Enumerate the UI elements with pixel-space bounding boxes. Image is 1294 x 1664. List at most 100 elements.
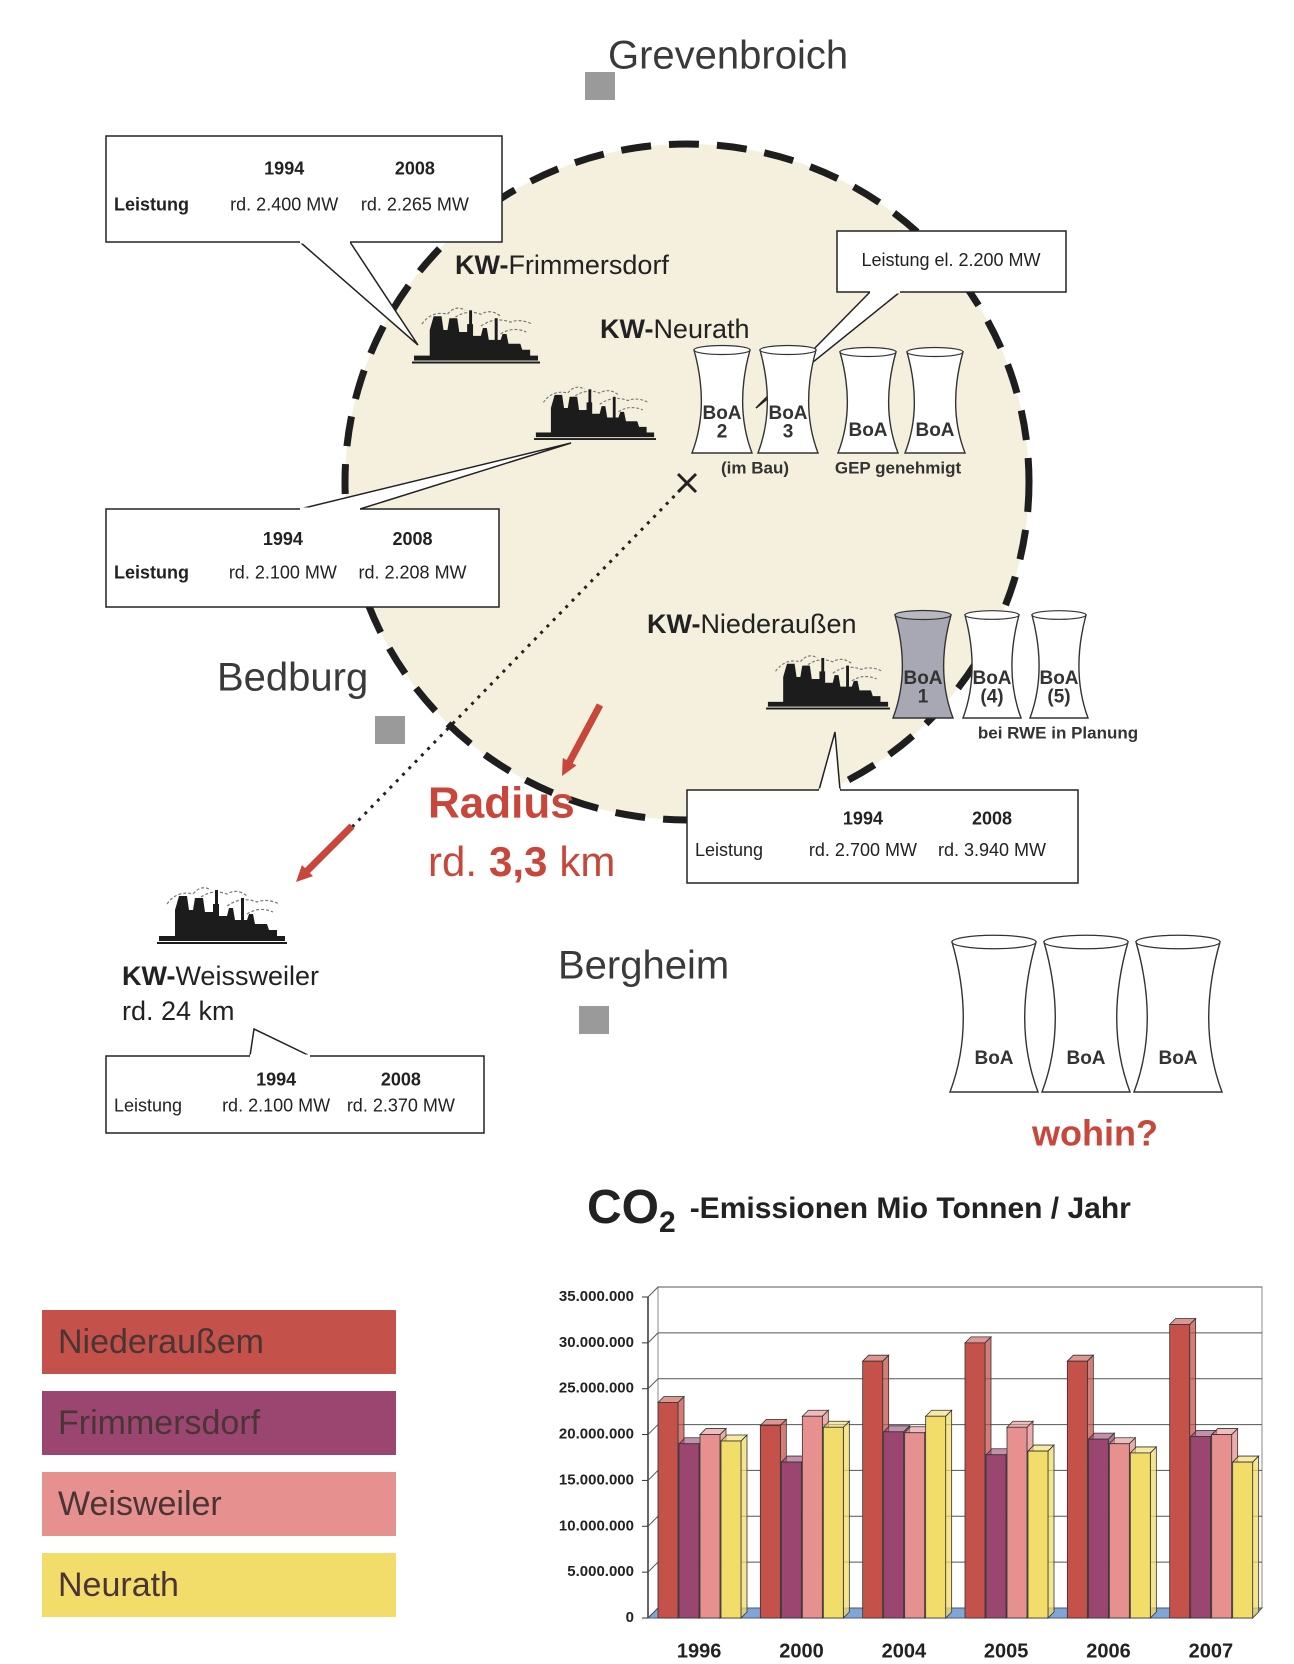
y-tick-label: 30.000.000: [559, 1334, 634, 1351]
plant-name: KW-Weissweiler: [122, 961, 319, 991]
town-name: Bergheim: [558, 944, 729, 988]
capacity-box: [106, 509, 499, 607]
legend-label: Weisweiler: [58, 1485, 222, 1523]
radius-part: 3,3: [489, 838, 547, 885]
box-label: Leistung: [695, 840, 763, 860]
question: wohin?: [1031, 1113, 1158, 1154]
radius-value: rd. 3,3 km: [428, 838, 615, 885]
bar: [679, 1444, 699, 1618]
bar: [1028, 1451, 1048, 1618]
plant-icon: [157, 888, 287, 944]
bar: [1212, 1435, 1232, 1618]
plant-name: KW-Frimmersdorf: [455, 250, 669, 280]
town-marker: [579, 1006, 609, 1034]
tower-note: (im Bau): [721, 458, 789, 477]
y-tick-label: 5.000.000: [567, 1563, 634, 1580]
plant-prefix: KW-: [122, 961, 175, 991]
bar: [721, 1441, 741, 1618]
bar-side: [741, 1435, 747, 1618]
x-tick-label: 2006: [1086, 1640, 1131, 1662]
arrow-shaft: [303, 826, 352, 875]
plant-distance: rd. 24 km: [122, 996, 235, 1026]
town-marker: [375, 716, 405, 744]
y-tick-label: 25.000.000: [559, 1380, 634, 1397]
tower-top: [694, 346, 750, 355]
bar: [700, 1435, 720, 1618]
chart-title-part: -Emissionen Mio Tonnen / Jahr: [690, 1192, 1131, 1225]
tower-number: (4): [980, 686, 1003, 707]
bar: [1088, 1439, 1108, 1618]
plant-prefix: KW-: [647, 609, 700, 639]
tower-label: BoA: [974, 1048, 1013, 1069]
bar: [1233, 1462, 1253, 1618]
box-label: Leistung: [114, 1096, 182, 1116]
legend-label: Neurath: [58, 1566, 179, 1604]
bar: [1170, 1325, 1190, 1618]
bar: [1191, 1436, 1211, 1618]
bar: [863, 1361, 883, 1618]
tower-number: 1: [918, 686, 929, 707]
bar: [884, 1432, 904, 1618]
el-capacity: Leistung el. 2.200 MW: [861, 250, 1040, 270]
bar: [965, 1343, 985, 1618]
tower-note: bei RWE in Planung: [978, 723, 1138, 742]
box-value: rd. 2.208 MW: [359, 562, 467, 582]
tower-label: BoA: [1066, 1048, 1105, 1069]
box-value: rd. 2.265 MW: [361, 195, 469, 215]
x-tick-label: 2004: [882, 1640, 927, 1662]
tower-top: [895, 611, 951, 620]
bar-side: [843, 1421, 849, 1618]
bar: [760, 1425, 780, 1618]
box-year: 1994: [263, 529, 303, 549]
box-value: rd. 2.700 MW: [809, 840, 917, 860]
tower-top: [760, 346, 816, 355]
bar: [823, 1427, 843, 1618]
box-year: 1994: [256, 1069, 296, 1089]
radius-title: Radius: [428, 779, 575, 828]
page: GrevenbroichBedburgBergheimKW-Frimmersdo…: [0, 0, 1294, 1664]
capacity-box: [687, 790, 1078, 883]
tower-note: GEP genehmigt: [835, 458, 962, 477]
chart-title-part: 2: [659, 1206, 676, 1239]
box-value: rd. 2.400 MW: [230, 195, 338, 215]
cooling-tower: [950, 942, 1038, 1092]
plant-label: Neurath: [653, 314, 749, 344]
tower-top: [965, 611, 1019, 620]
cooling-tower: [1134, 942, 1222, 1092]
plant-prefix: KW-: [600, 314, 653, 344]
bar: [658, 1402, 678, 1618]
plant-label: Weissweiler: [175, 961, 319, 991]
capacity-box: [106, 136, 502, 242]
plant-label: Niederaußen: [700, 609, 856, 639]
x-tick-label: 1996: [677, 1640, 722, 1662]
town-name: Grevenbroich: [608, 34, 848, 78]
tower-top: [1032, 611, 1086, 620]
y-tick-label: 0: [626, 1609, 634, 1626]
box-year: 2008: [972, 809, 1012, 829]
cooling-tower: [1042, 942, 1130, 1092]
radius-part: rd.: [428, 838, 477, 885]
box-label: Leistung: [114, 195, 189, 215]
bar: [905, 1433, 925, 1618]
bar: [1067, 1361, 1087, 1618]
bar: [926, 1416, 946, 1618]
chart-title: CO2 -Emissionen Mio Tonnen / Jahr: [587, 1181, 1131, 1239]
box-value: rd. 3.940 MW: [938, 840, 1046, 860]
y-tick-label: 15.000.000: [559, 1471, 634, 1488]
bar: [802, 1416, 822, 1618]
bar: [781, 1462, 801, 1618]
chart-title-part: CO: [587, 1181, 659, 1234]
legend-label: Niederaußem: [58, 1323, 264, 1361]
box-year: 2008: [393, 529, 433, 549]
bar: [1109, 1444, 1129, 1618]
box-value: rd. 2.100 MW: [229, 562, 337, 582]
legend-label: Frimmersdorf: [58, 1404, 261, 1442]
capacity-box: [106, 1056, 484, 1133]
box-year: 1994: [264, 159, 304, 179]
radius-part: km: [559, 838, 615, 885]
box-label: Leistung: [114, 562, 189, 582]
tower-top: [840, 348, 896, 357]
tower-label: BoA: [848, 420, 887, 441]
plant-name: KW-Niederaußen: [647, 609, 857, 639]
x-tick-label: 2007: [1189, 1640, 1234, 1662]
